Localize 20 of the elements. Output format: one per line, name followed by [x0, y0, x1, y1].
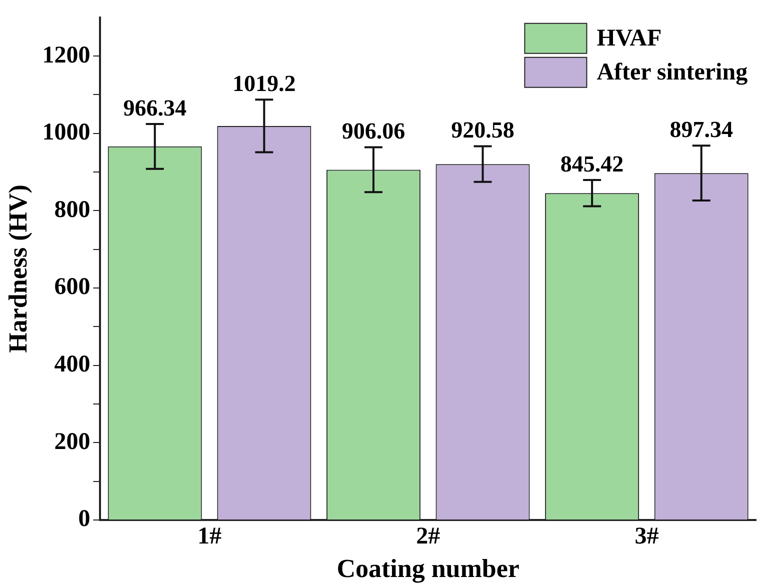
- data-label: 897.34: [670, 117, 734, 142]
- data-label: 845.42: [560, 151, 624, 176]
- data-label: 966.34: [123, 95, 187, 120]
- y-tick-label: 800: [54, 196, 90, 223]
- y-tick-label: 1000: [42, 120, 90, 146]
- data-label: 906.06: [342, 118, 406, 144]
- legend-label: HVAF: [596, 26, 662, 52]
- y-tick-label: 600: [54, 274, 90, 300]
- data-label: 1019.2: [232, 71, 296, 96]
- y-tick-label: 1200: [42, 42, 90, 68]
- y-tick-label: 0: [78, 506, 90, 532]
- x-axis-title: Coating number: [336, 554, 520, 584]
- data-label: 920.58: [451, 118, 514, 143]
- y-tick-label: 400: [54, 352, 90, 378]
- x-tick-label: 3#: [634, 524, 659, 550]
- x-tick-label: 2#: [416, 524, 440, 550]
- y-axis-title: Hardness (HV): [3, 184, 32, 353]
- x-tick-label: 1#: [198, 524, 222, 550]
- y-tick-label: 200: [54, 428, 90, 455]
- legend-label: After sintering: [596, 60, 748, 86]
